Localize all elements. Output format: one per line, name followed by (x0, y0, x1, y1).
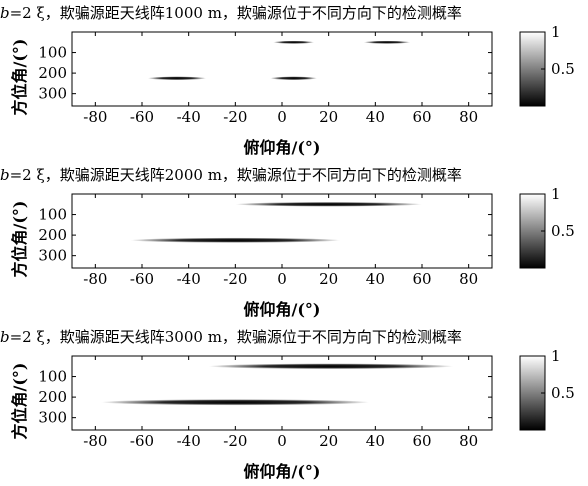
colorbar-tick-label: 1 (551, 23, 561, 41)
colorbar-tick-label: 1 (551, 347, 561, 365)
chart-plot: -80 -60 -40 -20 0 20 40 60 80 100 200 300 1 0.5 (38, 185, 575, 288)
x-tick-label: 60 (412, 108, 431, 126)
colorbar (519, 355, 546, 431)
chart-title: b=2 ξ，欺骗源距天线阵1000 m，欺骗源位于不同方向下的检测概率 (0, 2, 588, 24)
x-tick-label: 80 (459, 270, 478, 288)
x-tick-label: -40 (177, 432, 201, 450)
detection-region-1 (273, 40, 315, 44)
y-tick-label: 300 (38, 85, 67, 103)
y-tick-label: 300 (38, 409, 67, 427)
detection-region-2 (130, 237, 341, 243)
detection-region-2 (363, 40, 411, 44)
colorbar (519, 193, 546, 269)
y-axis-label: 方位角/(°) (10, 362, 29, 440)
y-tick-label: 100 (38, 368, 67, 386)
chart-panel-1000m: b=2 ξ，欺骗源距天线阵1000 m，欺骗源位于不同方向下的检测概率 -80-… (0, 0, 588, 162)
x-tick-label: -40 (177, 108, 201, 126)
detection-region-4 (270, 76, 317, 81)
x-tick-label: -20 (223, 432, 247, 450)
x-tick-label: 80 (459, 432, 478, 450)
x-axis-label: 俯仰角/(°) (243, 300, 321, 319)
chart-title: b=2 ξ，欺骗源距天线阵3000 m，欺骗源位于不同方向下的检测概率 (0, 326, 588, 348)
x-tick-label: -20 (223, 270, 247, 288)
detection-region-1 (235, 201, 422, 207)
colorbar-tick-label: 1 (551, 185, 561, 203)
y-tick-label: 200 (38, 64, 67, 82)
x-tick-label: 0 (277, 432, 287, 450)
plot-area (72, 32, 492, 106)
x-tick-label: 40 (366, 108, 385, 126)
title-symbol: b (0, 166, 10, 184)
detection-region-1 (208, 363, 454, 370)
colorbar-tick-label: 0.5 (551, 60, 575, 78)
x-tick-label: 0 (277, 270, 287, 288)
x-tick-label: 60 (412, 270, 431, 288)
chart-title: b=2 ξ，欺骗源距天线阵2000 m，欺骗源位于不同方向下的检测概率 (0, 164, 588, 186)
x-tick-label: -80 (83, 432, 107, 450)
chart-panel-3000m: b=2 ξ，欺骗源距天线阵3000 m，欺骗源位于不同方向下的检测概率 -80-… (0, 324, 588, 486)
x-tick-label: 20 (319, 270, 338, 288)
y-tick-label: 200 (38, 388, 67, 406)
chart-panel-2000m: b=2 ξ，欺骗源距天线阵2000 m，欺骗源位于不同方向下的检测概率 -80-… (0, 162, 588, 324)
x-tick-label: -60 (130, 432, 154, 450)
x-tick-label: 0 (277, 108, 287, 126)
x-tick-label: -20 (223, 108, 247, 126)
y-tick-label: 100 (38, 206, 67, 224)
x-tick-label: 40 (366, 432, 385, 450)
x-tick-label: 20 (319, 432, 338, 450)
x-tick-label: 40 (366, 270, 385, 288)
title-text: =2 ξ，欺骗源距天线阵3000 m，欺骗源位于不同方向下的检测概率 (9, 328, 462, 346)
y-axis-label: 方位角/(°) (10, 38, 29, 116)
y-tick-label: 100 (38, 44, 67, 62)
detection-region-2 (101, 399, 370, 406)
title-symbol: b (0, 328, 10, 346)
x-axis-label: 俯仰角/(°) (243, 138, 321, 157)
title-text: =2 ξ，欺骗源距天线阵2000 m，欺骗源位于不同方向下的检测概率 (9, 166, 462, 184)
x-tick-label: 80 (459, 108, 478, 126)
colorbar-tick-label: 0.5 (551, 222, 575, 240)
chart-plot: -80 -60 -40 -20 0 20 40 60 80 100 200 300 1 0.5 (38, 347, 575, 450)
plot-area (72, 194, 492, 268)
x-tick-label: -80 (83, 108, 107, 126)
detection-region-3 (147, 76, 207, 81)
y-axis-label: 方位角/(°) (10, 200, 29, 278)
x-axis-label: 俯仰角/(°) (243, 462, 321, 481)
x-tick-label: 60 (412, 432, 431, 450)
colorbar (519, 31, 546, 107)
x-tick-label: -60 (130, 108, 154, 126)
x-tick-label: 20 (319, 108, 338, 126)
y-tick-label: 300 (38, 247, 67, 265)
x-tick-label: -80 (83, 270, 107, 288)
chart-plot: -80 -60 -40 -20 0 20 40 60 80 100 200 300 1 0.5 (38, 23, 575, 126)
title-text: =2 ξ，欺骗源距天线阵1000 m，欺骗源位于不同方向下的检测概率 (9, 4, 462, 22)
x-tick-label: -60 (130, 270, 154, 288)
title-symbol: b (0, 4, 10, 22)
x-tick-label: -40 (177, 270, 201, 288)
colorbar-tick-label: 0.5 (551, 384, 575, 402)
y-tick-label: 200 (38, 226, 67, 244)
